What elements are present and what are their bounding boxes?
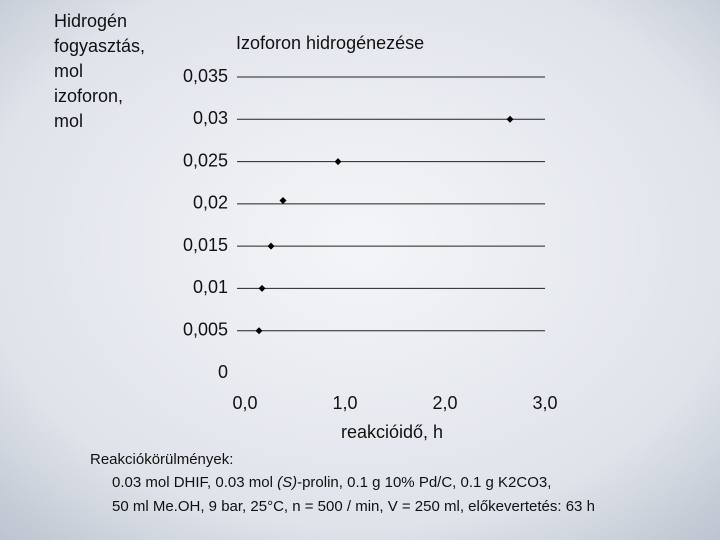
- y-tick-label: 0,02: [193, 193, 228, 213]
- y-tick-label: 0,035: [183, 66, 228, 86]
- y-tick-label: 0: [218, 362, 228, 382]
- marker: [255, 327, 263, 335]
- marker: [506, 115, 514, 123]
- y-tick-label: 0,025: [183, 150, 228, 170]
- y-tick-label: 0,015: [183, 235, 228, 255]
- notes-heading: Reakciókörülmények:: [90, 451, 233, 468]
- y-tick-label: 0,03: [193, 108, 228, 128]
- notes-line: 50 ml Me.OH, 9 bar, 25°C, n = 500 / min,…: [112, 498, 595, 515]
- y-axis-label: izoforon,: [54, 86, 123, 106]
- notes-line: 0.03 mol DHIF, 0.03 mol (S)-prolin, 0.1 …: [112, 474, 551, 491]
- marker: [334, 158, 342, 166]
- y-axis-label: Hidrogén: [54, 11, 127, 31]
- x-axis-label: reakcióidő, h: [341, 422, 443, 442]
- y-tick-label: 0,005: [183, 319, 228, 339]
- marker: [279, 196, 287, 204]
- y-axis-label: mol: [54, 111, 83, 131]
- y-axis-label: mol: [54, 61, 83, 81]
- x-tick-label: 2,0: [432, 393, 457, 413]
- x-tick-label: 0,0: [232, 393, 257, 413]
- y-axis-label: fogyasztás,: [54, 36, 145, 56]
- marker: [267, 242, 275, 250]
- x-tick-label: 1,0: [332, 393, 357, 413]
- notes-text: -prolin, 0.1 g 10% Pd/C, 0.1 g K2CO3,: [297, 474, 551, 491]
- notes-text: (S): [277, 474, 297, 491]
- notes-text: 0.03 mol DHIF, 0.03 mol: [112, 474, 277, 491]
- y-tick-label: 0,01: [193, 277, 228, 297]
- x-tick-label: 3,0: [532, 393, 557, 413]
- chart-title: Izoforon hidrogénezése: [236, 33, 424, 53]
- marker: [258, 284, 266, 292]
